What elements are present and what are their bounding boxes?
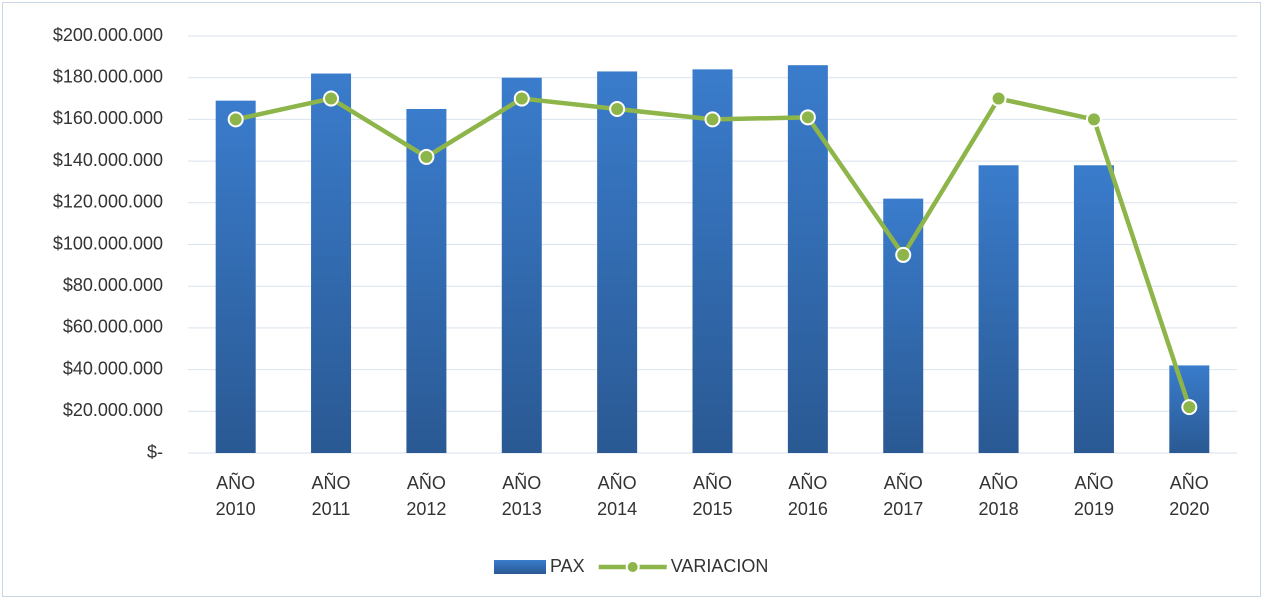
legend-swatch bbox=[494, 560, 546, 574]
bar bbox=[501, 77, 542, 453]
bar bbox=[1073, 165, 1114, 453]
point bbox=[513, 90, 530, 107]
point bbox=[609, 100, 626, 117]
legend-label: VARIACION bbox=[671, 556, 769, 576]
bar bbox=[215, 100, 256, 453]
bar bbox=[406, 108, 447, 453]
point bbox=[895, 246, 912, 263]
point bbox=[418, 148, 435, 165]
bar bbox=[978, 165, 1019, 453]
x-tick-label: AÑO 2014 bbox=[597, 473, 638, 519]
y-tick-label: $140.000.000 bbox=[53, 150, 163, 170]
bar bbox=[311, 73, 352, 453]
y-tick-label: $160.000.000 bbox=[53, 108, 163, 128]
x-tick-label: AÑO 2016 bbox=[787, 473, 828, 519]
y-tick-label: $200.000.000 bbox=[53, 25, 163, 45]
x-tick-label: AÑO 2019 bbox=[1073, 473, 1114, 519]
y-tick-label: $180.000.000 bbox=[53, 66, 163, 86]
point bbox=[227, 111, 244, 128]
x-tick-label: AÑO 2011 bbox=[311, 473, 351, 519]
y-tick-label: $40.000.000 bbox=[63, 358, 163, 378]
x-tick-label: AÑO 2015 bbox=[692, 473, 733, 519]
bar bbox=[597, 71, 638, 453]
y-tick-label: $120.000.000 bbox=[53, 192, 163, 212]
point bbox=[1085, 111, 1102, 128]
x-tick-label: AÑO 2017 bbox=[883, 473, 924, 519]
point bbox=[704, 111, 721, 128]
y-tick-label: $80.000.000 bbox=[63, 275, 163, 295]
x-tick-label: AÑO 2020 bbox=[1169, 473, 1210, 519]
bar bbox=[787, 65, 828, 453]
y-tick-label: $20.000.000 bbox=[63, 400, 163, 420]
y-tick-label: $100.000.000 bbox=[53, 233, 163, 253]
point bbox=[323, 90, 340, 107]
point bbox=[990, 90, 1007, 107]
bar bbox=[692, 69, 733, 454]
x-tick-label: AÑO 2018 bbox=[978, 473, 1019, 519]
legend-label: PAX bbox=[550, 556, 585, 576]
x-tick-label: AÑO 2012 bbox=[406, 473, 447, 519]
legend-marker bbox=[625, 560, 640, 574]
y-tick-label: $60.000.000 bbox=[63, 317, 163, 337]
point bbox=[799, 109, 816, 126]
point bbox=[1181, 399, 1198, 416]
bar bbox=[883, 198, 924, 453]
x-tick-label: AÑO 2010 bbox=[215, 473, 256, 519]
x-tick-label: AÑO 2013 bbox=[501, 473, 542, 519]
y-tick-label: $- bbox=[147, 442, 163, 462]
